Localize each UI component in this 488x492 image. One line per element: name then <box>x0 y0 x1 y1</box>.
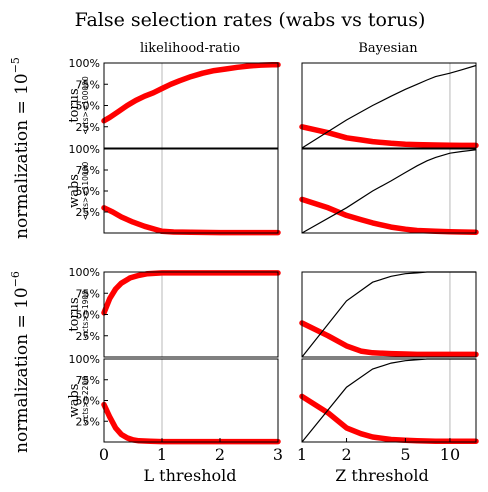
x-tick-label: 10 <box>440 445 460 464</box>
y-tick-label: 25% <box>76 206 100 219</box>
black-series-line <box>301 64 477 149</box>
row-label: wabs <box>67 384 82 418</box>
x-tick-label: 3 <box>273 445 283 464</box>
black-series-line <box>301 149 477 234</box>
x-axis-label-z-threshold: Z threshold <box>335 466 429 485</box>
x-tick-label: 5 <box>400 445 410 464</box>
panel-torus-likelihood-top: 100% 75% 50% 25%torus <cts>=100000 <box>67 57 281 149</box>
group-label-normalization-1e-6: normalization = 10−6 <box>9 271 32 453</box>
y-tick-label: 75% <box>76 78 100 91</box>
row-label: wabs <box>67 174 82 208</box>
red-series-line <box>101 401 281 445</box>
x-axis-label-l-threshold: L threshold <box>143 466 236 485</box>
row-sublabel: <cts>=2200 <box>81 376 90 425</box>
panel-torus-bayesian-bottom <box>299 271 479 358</box>
x-tick-label: 1 <box>157 445 167 464</box>
y-tick-label: 50% <box>76 185 100 198</box>
subplot-grid: 100%75%50%25%torus <cts>=100000100%75%50%… <box>67 57 479 464</box>
y-tick-label: 100% <box>69 143 100 156</box>
y-tick-label: 75% <box>76 374 100 387</box>
y-tick-label: 100% <box>69 57 100 70</box>
row-sublabel: <cts>=1900 <box>81 290 90 339</box>
axes-frame <box>301 271 477 358</box>
y-tick-label: 100% <box>69 353 100 366</box>
red-series-line <box>299 124 479 149</box>
red-series-line <box>299 196 479 235</box>
panel-wabs-bayesian-top <box>299 148 479 235</box>
row-sublabel: <cts>=110000 <box>81 162 90 221</box>
y-tick-label: 25% <box>76 330 100 343</box>
y-tick-label: 100% <box>69 266 100 279</box>
column-title-likelihood-ratio: likelihood-ratio <box>140 41 240 56</box>
row-label: torus <box>67 88 82 122</box>
axes-frame <box>103 358 279 443</box>
row-sublabel: <cts>=100000 <box>81 76 90 135</box>
axes-frame <box>301 62 477 149</box>
red-series-line <box>299 393 479 444</box>
panel-wabs-likelihood-top: 100% 75% 50% 25%wabs <cts>=110000 <box>67 143 281 236</box>
panel-torus-bayesian-top <box>299 62 479 149</box>
panel-wabs-bayesian-bottom: 1 2 5 10 <box>297 358 479 464</box>
y-tick-label: 75% <box>76 287 100 300</box>
y-tick-label: 50% <box>76 395 100 408</box>
figure-title: False selection rates (wabs vs torus) <box>75 9 426 31</box>
axes-frame <box>301 148 477 234</box>
y-tick-label: 50% <box>76 100 100 113</box>
x-tick-label: 2 <box>341 445 351 464</box>
y-tick-label: 25% <box>76 121 100 134</box>
group-label-normalization-1e-5: normalization = 10−5 <box>9 57 32 239</box>
x-tick-label: 1 <box>297 445 307 464</box>
x-tick-label: 2 <box>215 445 225 464</box>
red-series-line <box>101 270 281 316</box>
y-tick-label: 75% <box>76 164 100 177</box>
red-series-line <box>101 205 281 236</box>
red-series-line <box>101 61 281 124</box>
row-label: torus <box>67 297 82 331</box>
column-title-bayesian: Bayesian <box>358 41 418 56</box>
panel-wabs-likelihood-bottom: 100% 75% 50% 25% 0 1 2 3 wabs <cts>=2200 <box>67 353 283 464</box>
axes-frame <box>103 271 279 358</box>
panel-torus-likelihood-bottom: 100% 75% 50% 25%torus <cts>=1900 <box>67 266 281 358</box>
red-series-line <box>299 320 479 358</box>
x-tick-label: 0 <box>99 445 109 464</box>
y-tick-label: 50% <box>76 309 100 322</box>
axes-frame <box>301 358 477 443</box>
y-tick-label: 25% <box>76 415 100 428</box>
